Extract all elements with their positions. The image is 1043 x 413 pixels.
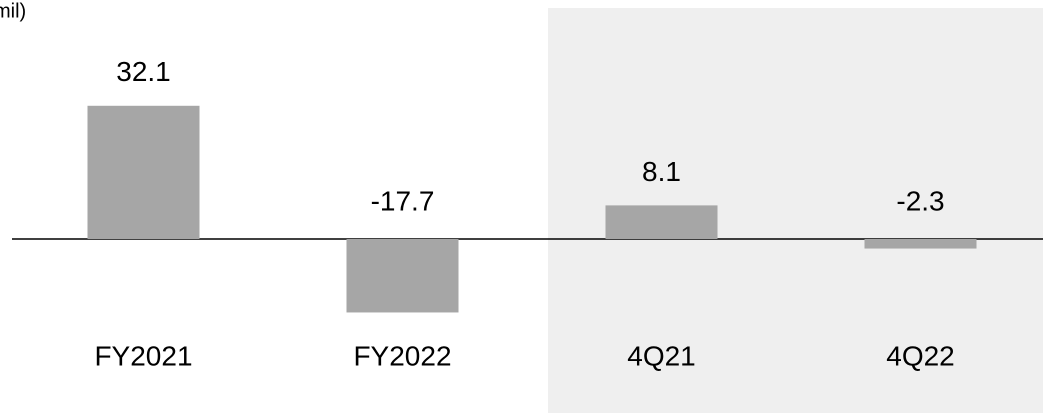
value-label: -2.3	[896, 185, 944, 216]
x-tick-label: 4Q22	[886, 340, 955, 371]
value-label: 8.1	[642, 156, 681, 187]
bar	[346, 239, 459, 313]
unit-label: mil)	[0, 0, 26, 22]
x-tick-label: 4Q21	[627, 340, 696, 371]
value-label: -17.7	[371, 185, 435, 216]
bar	[87, 105, 200, 239]
bar	[864, 239, 977, 249]
x-tick-label: FY2021	[94, 340, 192, 371]
x-tick-label: FY2022	[353, 340, 451, 371]
value-label: 32.1	[116, 56, 171, 87]
bar	[605, 205, 718, 239]
